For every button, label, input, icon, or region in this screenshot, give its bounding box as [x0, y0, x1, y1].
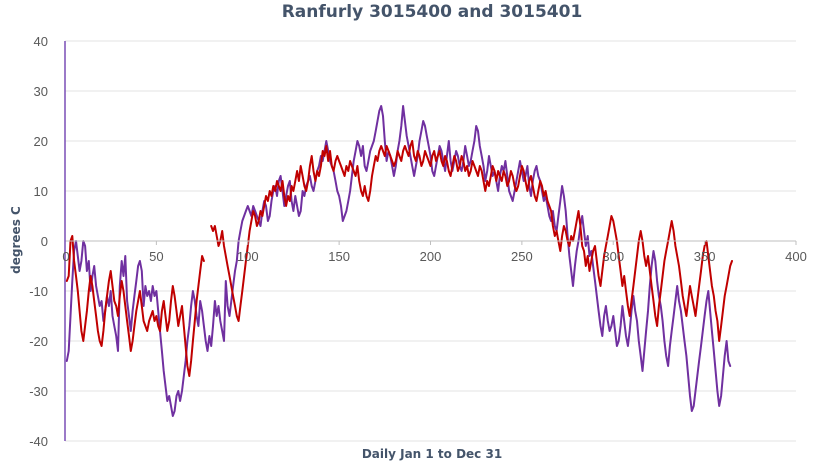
x-tick-label: 50 — [149, 249, 163, 264]
series-line-1 — [65, 105, 732, 417]
y-tick-label: 40 — [34, 34, 48, 49]
y-axis-title: degrees C — [9, 206, 23, 274]
x-tick-label: 100 — [237, 249, 259, 264]
axes — [64, 41, 797, 441]
y-tick-label: -30 — [29, 384, 48, 399]
x-tick-label: 250 — [511, 249, 533, 264]
y-tick-label: -20 — [29, 334, 48, 349]
y-tick-label: 10 — [34, 184, 48, 199]
x-tick-label: 200 — [420, 249, 442, 264]
series-line-2 — [65, 235, 205, 377]
x-axis-title: Daily Jan 1 to Dec 31 — [362, 447, 502, 461]
y-tick-label: -40 — [29, 434, 48, 449]
series-line-2 — [210, 140, 733, 342]
x-tick-label: 400 — [785, 249, 807, 264]
series-layer — [65, 105, 733, 417]
y-tick-label: 30 — [34, 84, 48, 99]
y-tick-label: -10 — [29, 284, 48, 299]
y-tick-label: 0 — [41, 234, 48, 249]
x-tick-label: 350 — [694, 249, 716, 264]
x-tick-label: 0 — [62, 249, 69, 264]
chart-title: Ranfurly 3015400 and 3015401 — [282, 2, 583, 22]
x-tick-label: 300 — [602, 249, 624, 264]
y-tick-label: 20 — [34, 134, 48, 149]
x-tick-label: 150 — [328, 249, 350, 264]
